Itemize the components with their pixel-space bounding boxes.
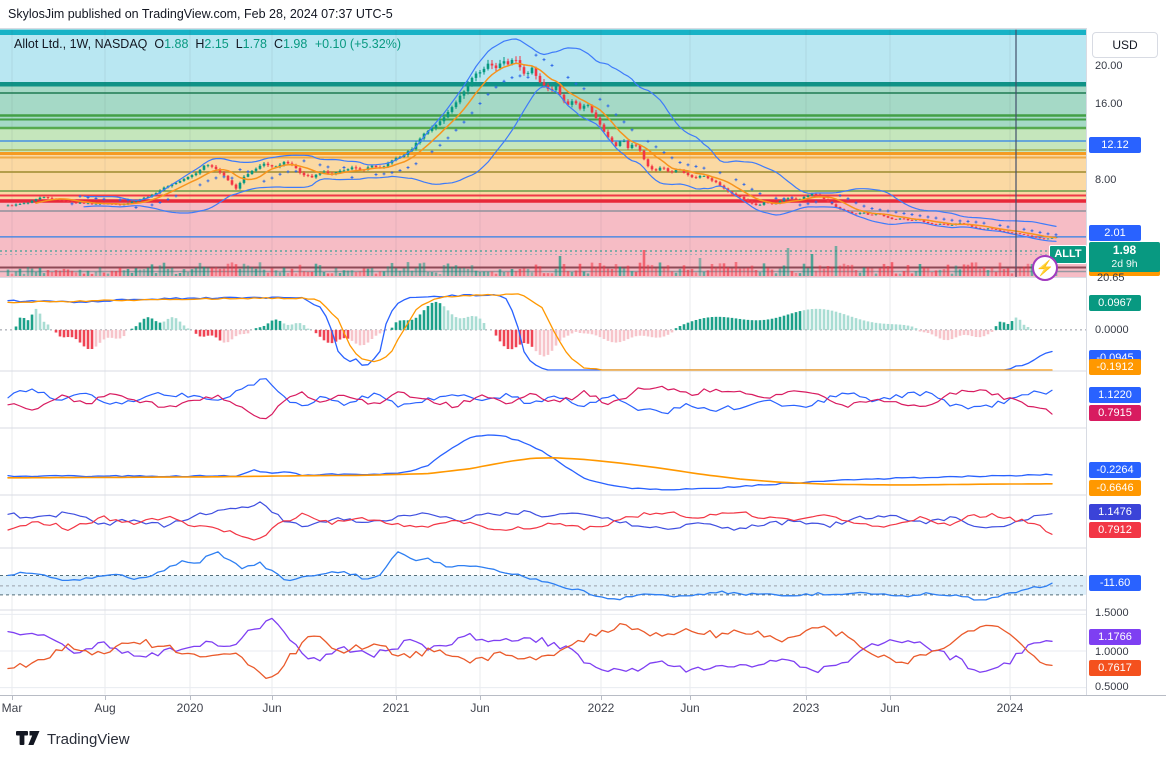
time-axis-label: 2021 [382,701,410,715]
time-axis-tick [272,696,273,700]
indicator-value-badge: -0.6646 [1089,480,1141,496]
level-lines [0,92,1086,273]
pane-dividers [0,277,1086,611]
symbol-legend[interactable]: Allot Ltd., 1W, NASDAQ O1.88 H2.15 L1.78… [14,37,401,51]
time-axis-label: Jun [680,701,700,715]
pane-oscillator-pair-2 [7,501,1053,541]
indicator-value-badge: 0.7912 [1089,522,1141,538]
chart-top-border [0,28,1166,29]
price-scale-label: 8.00 [1095,174,1117,186]
time-axis-tick [105,696,106,700]
time-axis-label: Jun [470,701,490,715]
indicator-value-badge: 0.7617 [1089,660,1141,676]
price-scale-label: 0.5000 [1095,681,1129,693]
attribution-header: SkylosJim published on TradingView.com, … [8,7,393,21]
price-scale-label: 1.0000 [1095,646,1129,658]
tradingview-wordmark: TradingView [47,731,130,748]
currency-toggle-button[interactable]: USD [1092,32,1158,58]
time-axis-label: Jun [880,701,900,715]
price-scale-label: 0.0000 [1095,324,1129,336]
change-value: +0.10 (+5.32%) [314,37,401,51]
indicator-value-badge: 1.1220 [1089,387,1141,403]
price-scale-label: 16.00 [1095,98,1123,110]
lightning-logo-icon: ⚡ [1032,255,1058,281]
indicator-value-badge: 2.01 [1089,225,1141,241]
price-scale-label: 20.00 [1095,60,1123,72]
time-axis-tick [1010,696,1011,700]
chart-canvas [0,29,1086,695]
price-scale-label: 1.5000 [1095,607,1129,619]
time-axis-label: 2022 [587,701,615,715]
footer-attribution[interactable]: TradingView [16,731,130,748]
indicator-value-badge: 0.0967 [1089,295,1141,311]
pane-macd [0,293,1086,371]
ohlc-close: C1.98 [273,37,308,51]
time-axis-label: 2024 [996,701,1024,715]
ohlc-open: O1.88 [154,37,189,51]
time-axis-tick [806,696,807,700]
indicator-value-badge: -11.60 [1089,575,1141,591]
price-scale-label-cut: 20.65 [1097,272,1125,284]
time-axis-tick [396,696,397,700]
pane-smoothed-oscillator [7,434,1053,491]
pane-oscillator-pair-1 [7,378,1053,420]
pane-oscillator-pair-3 [0,613,1086,689]
time-axis-label: Aug [94,701,116,715]
time-axis-tick [890,696,891,700]
ohlc-low: L1.78 [235,37,267,51]
tradingview-logo-icon [16,731,40,745]
time-axis-tick [190,696,191,700]
indicator-value-badge: -0.1912 [1089,359,1141,375]
bar-countdown: 2d 9h [1111,258,1138,270]
last-price-badge: 1.98 2d 9h [1089,242,1160,272]
time-axis-tick [601,696,602,700]
indicator-value-badge: 1.1476 [1089,504,1141,520]
indicator-value-badge: 12.12 [1089,137,1141,153]
ticker-badge: ALLT [1049,245,1087,264]
time-axis-label: Jun [262,701,282,715]
time-axis-label: 2023 [792,701,820,715]
chart-area[interactable] [0,28,1086,695]
time-axis[interactable]: Mar Aug 2020 Jun 2021 Jun 2022 Jun 2023 Jun 2024 [0,695,1166,723]
indicator-value-badge: -0.2264 [1089,462,1141,478]
time-axis-tick [690,696,691,700]
sar-dots [70,53,1058,237]
price-scale[interactable]: USD 20.65 1.98 2d 9h 20.00 16.00 8.00 0.000… [1086,28,1166,722]
pane-banded-oscillator [0,551,1086,601]
indicator-value-badge: 0.7915 [1089,405,1141,421]
ohlc-high: H2.15 [195,37,229,51]
time-axis-tick [12,696,13,700]
time-axis-tick [480,696,481,700]
indicator-value-badge: 1.1766 [1089,629,1141,645]
symbol-title: Allot Ltd., 1W, NASDAQ [14,37,148,51]
time-axis-label: Mar [1,701,23,715]
time-axis-label: 2020 [176,701,204,715]
overlay-lines [35,38,1057,242]
